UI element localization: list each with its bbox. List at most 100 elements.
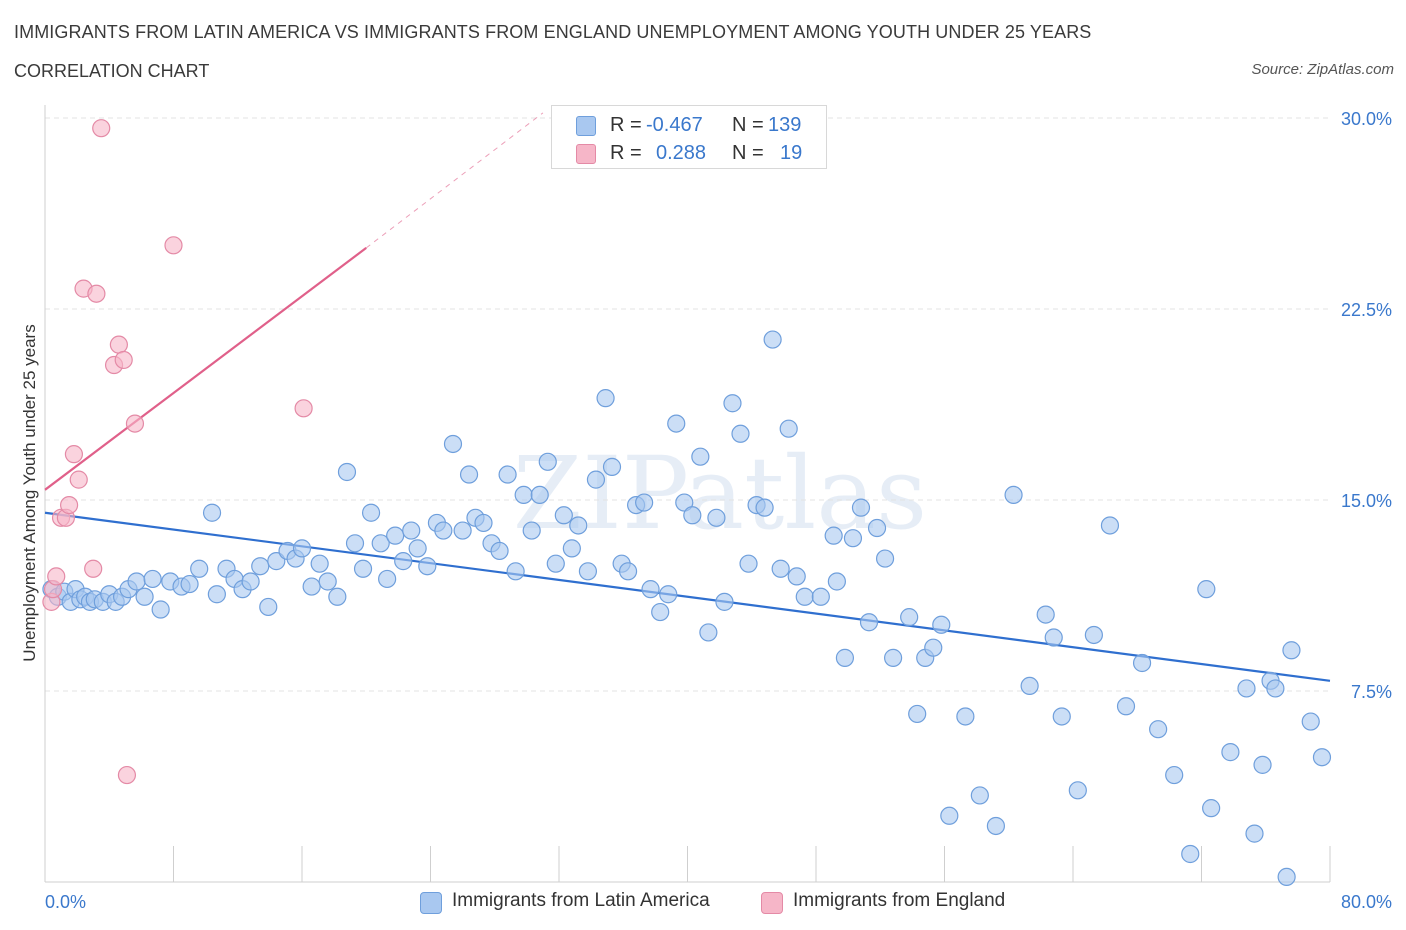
- latin-america-point: [459, 465, 479, 484]
- latin-america-point: [310, 554, 329, 573]
- latin-america-point: [1301, 712, 1320, 731]
- england-point: [125, 414, 145, 433]
- r-label: R =: [610, 142, 642, 164]
- latin-america-point: [251, 557, 270, 576]
- r-value: -0.467: [646, 114, 703, 136]
- latin-america-point: [1237, 679, 1256, 698]
- latin-america-point: [402, 521, 421, 540]
- latin-america-point: [739, 554, 758, 573]
- latin-america-point: [490, 541, 509, 561]
- n-label: N =: [732, 142, 764, 164]
- latin-america-point: [292, 539, 312, 558]
- y-tick-label: 15.0%: [1341, 491, 1392, 511]
- latin-america-point: [418, 557, 437, 576]
- england-point: [64, 445, 84, 464]
- stats-legend: R = -0.467 N = 139 R = 0.288 N = 19: [551, 105, 827, 169]
- watermark: ZIPatlas: [513, 435, 928, 552]
- latin-america-point: [554, 506, 573, 525]
- latin-america-point: [1312, 748, 1332, 767]
- latin-america-point: [835, 648, 855, 667]
- tick-labels: 7.5% 15.0% 22.5% 30.0% 0.0% 80.0%: [45, 109, 1392, 912]
- blue-swatch: [576, 116, 596, 136]
- england-point: [164, 236, 183, 255]
- england-point: [294, 399, 313, 418]
- r-value: 0.288: [656, 142, 707, 164]
- latin-america-point: [900, 608, 919, 627]
- latin-america-point: [1052, 707, 1071, 726]
- latin-america-point: [1282, 641, 1301, 660]
- n-label: N =: [732, 114, 764, 136]
- latin-america-point: [1181, 844, 1200, 864]
- latin-america-point: [371, 534, 390, 553]
- latin-america-point: [386, 526, 405, 545]
- latin-america-point: [1044, 628, 1063, 647]
- latin-america-point: [135, 587, 154, 606]
- latin-america-point: [328, 587, 347, 606]
- latin-america-point: [641, 580, 660, 599]
- latin-america-point: [1202, 799, 1221, 818]
- chart-subtitle: CORRELATION CHART: [14, 61, 210, 81]
- data-points: [42, 119, 1332, 887]
- latin-america-point: [1149, 720, 1168, 739]
- england-trend-line: [44, 247, 367, 491]
- y-axis-label: Unemployment Among Youth under 25 years: [20, 324, 39, 662]
- latin-america-point: [562, 539, 581, 558]
- r-label: R =: [610, 114, 642, 136]
- latin-america-point: [667, 414, 686, 433]
- latin-america-point: [1020, 676, 1039, 696]
- latin-america-point: [859, 613, 879, 632]
- latin-america-point: [811, 587, 830, 606]
- latin-america-point: [546, 554, 565, 573]
- latin-america-point: [1132, 653, 1152, 673]
- latin-america-point: [875, 549, 895, 568]
- latin-america-point: [151, 600, 170, 619]
- latin-america-point: [596, 389, 615, 408]
- latin-america-point: [1165, 765, 1184, 785]
- grid-lines: [45, 117, 1330, 692]
- latin-america-point: [190, 559, 209, 578]
- latin-america-point: [443, 434, 463, 454]
- latin-america-point: [763, 330, 782, 349]
- latin-america-point: [956, 707, 975, 726]
- latin-america-point: [1277, 867, 1296, 887]
- latin-america-point: [180, 574, 199, 594]
- pink-swatch: [576, 144, 596, 164]
- latin-america-point: [1004, 485, 1023, 505]
- england-point: [114, 350, 133, 370]
- x-tick-label: 0.0%: [45, 892, 86, 912]
- latin-america-point: [143, 569, 162, 589]
- latin-america-point: [378, 569, 397, 589]
- latin-america-point: [659, 585, 678, 604]
- latin-america-point: [337, 462, 357, 482]
- latin-america-point: [302, 577, 321, 596]
- latin-america-point: [843, 529, 863, 548]
- latin-america-point: [851, 498, 871, 517]
- latin-america-point: [707, 508, 726, 527]
- england-point: [109, 335, 128, 354]
- latin-america-point: [723, 394, 742, 413]
- latin-america-point: [127, 572, 146, 591]
- latin-america-point: [883, 648, 903, 667]
- latin-america-point: [924, 638, 943, 657]
- n-value: 139: [768, 114, 802, 136]
- latin-america-point: [827, 572, 846, 591]
- latin-america-point: [506, 562, 525, 581]
- latin-america-point: [731, 424, 750, 443]
- latin-america-point: [683, 506, 702, 525]
- pink-swatch: [761, 892, 783, 914]
- latin-america-point: [908, 704, 927, 724]
- latin-america-point: [578, 562, 598, 581]
- axes: [44, 105, 1331, 883]
- trend-lines: [44, 112, 1331, 682]
- latin-america-point: [970, 786, 989, 805]
- latin-america-point: [1116, 697, 1136, 716]
- x-tick-label: 80.0%: [1341, 892, 1392, 912]
- england-point: [84, 559, 103, 578]
- latin-america-point: [635, 493, 654, 512]
- england-point: [47, 567, 66, 586]
- latin-america-trend-line: [44, 511, 1331, 682]
- latin-america-point: [691, 447, 710, 466]
- latin-america-point: [345, 534, 365, 553]
- latin-america-point: [1266, 679, 1285, 698]
- latin-america-point: [453, 521, 472, 540]
